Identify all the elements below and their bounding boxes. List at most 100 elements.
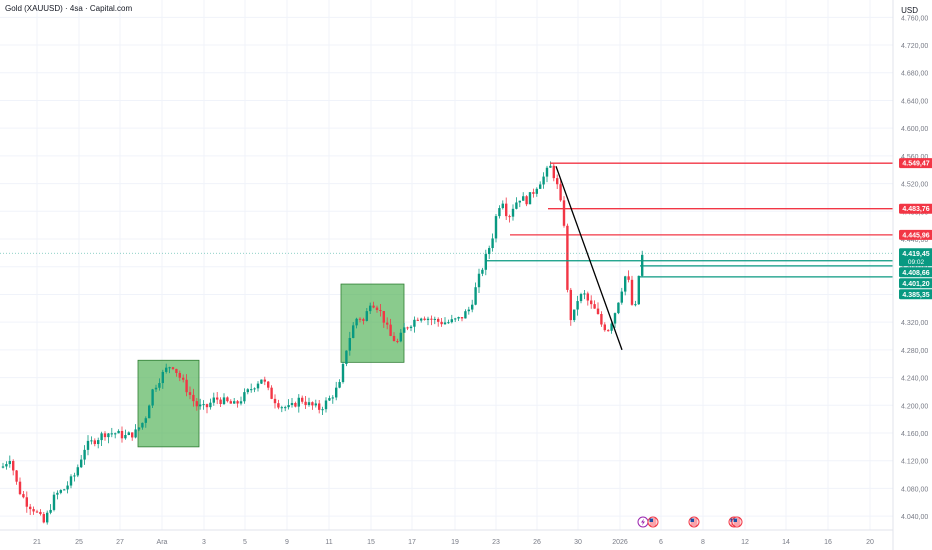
- highlight-box[interactable]: [137, 359, 200, 448]
- candle-body: [178, 372, 181, 378]
- candle-body: [277, 403, 280, 408]
- candle-body: [573, 309, 576, 321]
- candle-body: [148, 405, 151, 419]
- candle-body: [583, 293, 586, 295]
- x-tick-label: 20: [866, 539, 874, 546]
- candle-body: [406, 327, 409, 329]
- candle-body: [450, 319, 453, 323]
- candle-body: [117, 430, 120, 434]
- candle-body: [63, 489, 66, 491]
- candle-body: [392, 335, 396, 342]
- x-tick-label: 21: [33, 539, 41, 546]
- candle-body: [15, 470, 18, 482]
- candle-body: [76, 467, 79, 476]
- grid: [0, 0, 893, 530]
- y-tick-label: 4.120,00: [901, 459, 928, 466]
- x-tick-label: 23: [492, 539, 500, 546]
- y-tick-label: 4.680,00: [901, 71, 928, 78]
- candle-body: [386, 322, 389, 325]
- candle-body: [69, 476, 73, 486]
- y-tick-label: 4.440,00: [901, 237, 928, 244]
- x-tick-label: 19: [451, 539, 459, 546]
- candle-body: [335, 387, 338, 398]
- price-level-tag: [899, 203, 932, 214]
- candle-body: [307, 402, 311, 406]
- candle-body: [233, 401, 236, 404]
- price-tag-label: 4.401,20: [902, 281, 929, 288]
- candle-body: [600, 313, 603, 325]
- candle-body: [219, 399, 222, 405]
- x-tick-label: 11: [325, 539, 332, 546]
- candle-body: [474, 287, 477, 305]
- candle-body: [413, 319, 416, 327]
- candle-body: [440, 321, 443, 325]
- candle-body: [270, 387, 273, 399]
- candle-body: [18, 481, 22, 495]
- event-markers[interactable]: [637, 516, 743, 528]
- trendline-line[interactable]: [555, 166, 623, 351]
- y-tick-label: 4.520,00: [901, 182, 928, 189]
- candle-body: [443, 322, 447, 325]
- candle-body: [324, 400, 328, 410]
- candle-body: [409, 326, 413, 329]
- candle-body: [556, 178, 559, 185]
- candle-body: [100, 433, 103, 441]
- candle-body: [195, 401, 198, 407]
- candle-body: [345, 350, 348, 364]
- candle-body: [199, 404, 202, 407]
- candle-body: [549, 165, 552, 168]
- candle-body: [110, 433, 113, 435]
- candle-body: [226, 397, 229, 402]
- candles: [1, 161, 644, 525]
- candle-body: [56, 492, 59, 495]
- price-levels[interactable]: [0, 162, 893, 278]
- candle-body: [539, 184, 542, 189]
- candle-body: [73, 475, 76, 477]
- candle-body: [301, 397, 304, 402]
- highlight-box[interactable]: [340, 283, 405, 363]
- candle-body: [32, 509, 35, 512]
- highlight-boxes[interactable]: [137, 283, 405, 448]
- candle-body: [508, 216, 511, 218]
- candle-body: [630, 279, 634, 305]
- candle-body: [22, 494, 25, 498]
- trendline[interactable]: [555, 166, 623, 351]
- x-tick-label: 17: [408, 539, 416, 546]
- candle-body: [287, 405, 290, 408]
- candle-body: [528, 192, 532, 205]
- candle-body: [348, 337, 351, 351]
- flag-canton: [733, 518, 737, 522]
- candle-body: [467, 309, 470, 312]
- candle-body: [171, 367, 175, 369]
- candle-body: [168, 367, 171, 369]
- price-tag-label: 4.419,45: [902, 251, 929, 258]
- candle-body: [477, 273, 481, 288]
- candle-body: [471, 304, 474, 310]
- candle-body: [304, 401, 307, 406]
- candle-body: [97, 440, 100, 445]
- candle-body: [229, 401, 232, 404]
- candle-body: [637, 275, 640, 305]
- candle-body: [120, 430, 124, 439]
- candle-body: [294, 402, 297, 407]
- time-axis[interactable]: 21 25 27 Ara 3 5 9 11 15 17 19 23 26 30 2026 6 8 12 14 16 20: [0, 529, 893, 546]
- candle-body: [426, 318, 430, 321]
- candle-body: [49, 509, 52, 513]
- candle-body: [610, 323, 613, 331]
- candle-body: [603, 324, 606, 331]
- x-tick-label: 9: [285, 539, 289, 546]
- candle-body: [280, 407, 283, 409]
- candle-body: [590, 300, 593, 305]
- candle-body: [311, 402, 314, 406]
- chart-title: Gold (XAUUSD) · 4sa · Capital.com: [5, 4, 133, 13]
- candle-body: [66, 485, 69, 490]
- candle-body: [256, 383, 260, 389]
- candle-body: [545, 167, 549, 177]
- candle-body: [372, 305, 375, 308]
- price-level-tag: [899, 289, 932, 300]
- x-tick-label: 6: [659, 539, 663, 546]
- candle-body: [253, 388, 256, 390]
- candle-body: [205, 404, 209, 408]
- candle-body: [562, 200, 566, 226]
